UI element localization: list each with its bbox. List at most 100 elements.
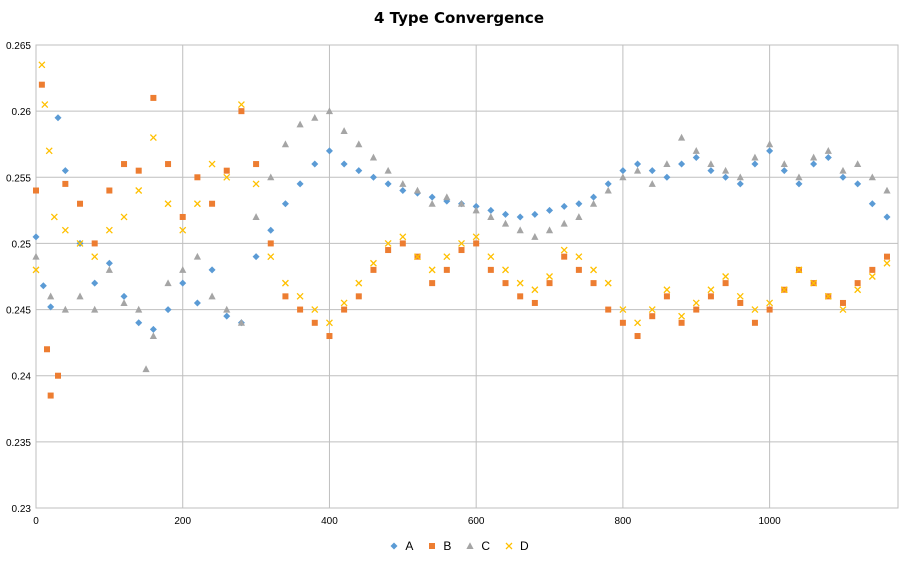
data-point-c <box>399 180 407 187</box>
data-point-d <box>619 306 627 314</box>
legend-item-c: C <box>465 539 490 553</box>
data-point-c <box>237 319 246 326</box>
data-point-b <box>311 319 318 326</box>
data-point-d <box>281 279 289 287</box>
data-point-b <box>766 306 773 313</box>
data-point-b <box>502 280 509 287</box>
data-point-b <box>634 333 641 340</box>
y-tick-label: 0.235 <box>6 438 31 449</box>
data-point-c <box>633 166 642 174</box>
data-point-c <box>575 213 583 220</box>
data-point-d <box>516 279 524 287</box>
data-point-c <box>149 332 157 340</box>
data-point-b <box>531 299 538 306</box>
series-d <box>32 61 891 327</box>
data-point-d <box>575 253 583 261</box>
data-point-b <box>839 299 846 306</box>
data-point-d <box>193 200 201 208</box>
data-point-d <box>237 101 245 108</box>
data-point-d <box>61 226 69 234</box>
data-point-b <box>619 319 626 326</box>
data-point-d <box>135 187 143 194</box>
data-point-b <box>605 306 612 313</box>
data-point-b <box>77 200 84 207</box>
data-point-b <box>179 213 186 220</box>
series-a <box>32 114 891 333</box>
y-tick-label: 0.24 <box>12 372 32 383</box>
data-point-c <box>223 305 231 313</box>
data-point-b <box>473 240 480 247</box>
data-point-a <box>267 226 275 234</box>
data-point-c <box>795 173 803 181</box>
data-point-c <box>428 199 436 207</box>
data-point-a <box>120 292 128 300</box>
legend-item-d: D <box>504 539 529 553</box>
data-point-a <box>751 160 759 168</box>
data-point-c <box>692 147 700 154</box>
data-point-d <box>325 319 333 327</box>
data-point-c <box>780 160 788 168</box>
data-point-b <box>399 240 406 247</box>
data-point-d <box>45 147 53 155</box>
data-point-b <box>854 280 861 287</box>
data-point-a <box>179 279 187 287</box>
data-point-a <box>575 200 583 208</box>
data-point-a <box>663 173 671 181</box>
data-point-c <box>296 120 304 128</box>
data-point-d <box>472 233 480 241</box>
data-point-b <box>575 266 582 273</box>
data-point-c <box>384 166 392 174</box>
data-point-b <box>883 253 890 260</box>
data-point-d <box>252 180 260 188</box>
data-point-d <box>824 292 832 300</box>
data-point-d <box>487 253 495 261</box>
data-point-d <box>32 266 40 274</box>
data-point-a <box>54 114 62 122</box>
data-point-d <box>604 279 612 287</box>
data-point-a <box>648 167 656 175</box>
data-point-c <box>252 213 260 220</box>
data-point-a <box>340 160 348 168</box>
data-point-a <box>428 193 436 201</box>
data-point-a <box>252 253 260 261</box>
data-point-c <box>47 292 55 300</box>
data-point-b <box>678 319 685 326</box>
y-tick-label: 0.25 <box>12 239 32 250</box>
data-point-b <box>150 94 157 101</box>
data-point-a <box>780 167 788 175</box>
data-point-b <box>869 266 876 273</box>
y-tick-label: 0.23 <box>12 504 32 515</box>
data-point-c <box>751 153 759 161</box>
x-tick-label: 0 <box>33 516 39 527</box>
data-point-d <box>751 306 759 314</box>
data-point-d <box>399 233 407 241</box>
data-point-d <box>854 286 862 294</box>
data-point-c <box>589 199 598 207</box>
data-point-c <box>854 160 862 168</box>
data-point-d <box>883 259 891 267</box>
y-tick-label: 0.26 <box>12 107 32 118</box>
data-point-a <box>883 213 891 221</box>
data-point-b <box>707 293 714 300</box>
legend-label: D <box>520 539 529 553</box>
data-point-b <box>590 280 597 287</box>
data-point-b <box>443 266 450 273</box>
data-point-c <box>76 292 84 300</box>
data-point-a <box>325 147 333 155</box>
data-point-c <box>560 219 568 227</box>
data-point-a <box>223 312 231 320</box>
data-point-c <box>883 186 891 194</box>
data-point-d <box>663 286 671 294</box>
data-point-c <box>677 133 686 141</box>
plot-area <box>35 44 899 509</box>
data-point-b <box>487 266 494 273</box>
data-point-c <box>413 186 422 194</box>
data-point-a <box>135 319 143 327</box>
data-point-b <box>663 293 670 300</box>
data-point-b <box>751 319 758 326</box>
data-point-c <box>135 305 143 313</box>
data-point-a <box>487 206 495 214</box>
y-tick-label: 0.245 <box>6 306 31 317</box>
data-point-b <box>458 247 465 254</box>
